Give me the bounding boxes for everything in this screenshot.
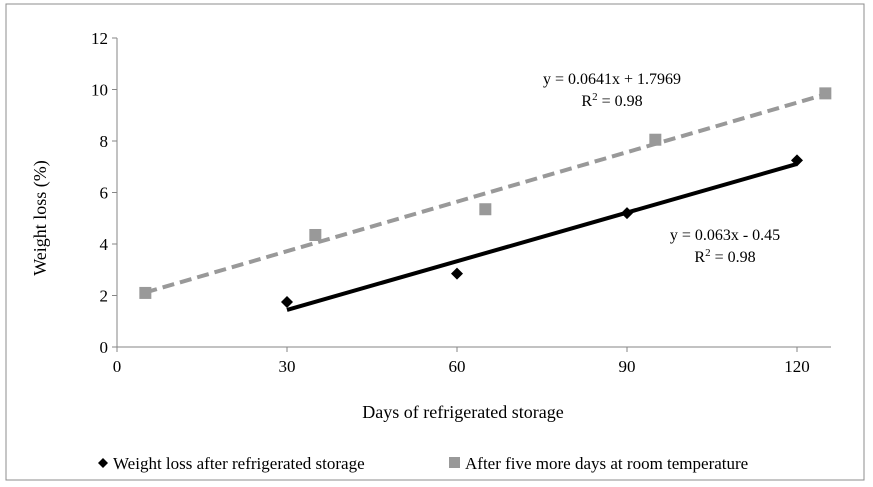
legend-item-refrigerated: Weight loss after refrigerated storage <box>98 454 365 473</box>
chart-border <box>5 3 865 481</box>
legend-label: After five more days at room temperature <box>465 454 748 473</box>
x-tick-label: 90 <box>619 357 636 376</box>
r-squared-text: R2 = 0.98 <box>581 91 642 110</box>
y-axis-title: Weight loss (%) <box>30 160 51 276</box>
data-point-square <box>309 228 322 241</box>
trendline-series-0 <box>286 161 798 312</box>
data-point-diamond <box>451 267 463 280</box>
y-tick-label: 8 <box>100 132 109 151</box>
equation-annotation-room-temp: y = 0.0641x + 1.7969 R2 = 0.98 <box>543 71 681 110</box>
y-tick-label: 12 <box>91 29 108 48</box>
y-tick-label: 2 <box>100 287 109 306</box>
y-axis-ticks: 0 2 4 6 8 10 12 <box>91 29 117 357</box>
legend-label: Weight loss after refrigerated storage <box>113 454 365 473</box>
r-squared-text: R2 = 0.98 <box>694 247 755 266</box>
x-axis-ticks: 0 30 60 90 120 <box>113 347 810 376</box>
x-tick-label: 60 <box>449 357 466 376</box>
data-point-square <box>139 286 152 299</box>
legend: Weight loss after refrigerated storage A… <box>98 454 748 473</box>
equation-annotation-refrigerated: y = 0.063x - 0.45 R2 = 0.98 <box>670 227 780 266</box>
trendlines <box>144 92 826 312</box>
x-tick-label: 0 <box>113 357 122 376</box>
equation-text: y = 0.0641x + 1.7969 <box>543 71 681 88</box>
data-markers <box>139 87 832 308</box>
x-axis-title: Days of refrigerated storage <box>362 402 563 422</box>
legend-diamond-marker <box>98 458 108 468</box>
data-point-diamond <box>791 154 803 167</box>
data-point-diamond <box>621 207 633 220</box>
y-tick-label: 4 <box>100 235 109 254</box>
y-tick-label: 6 <box>100 184 109 203</box>
x-tick-label: 120 <box>784 357 810 376</box>
data-point-square <box>649 133 662 146</box>
y-tick-label: 10 <box>91 81 108 100</box>
trendline-series-1 <box>144 92 826 295</box>
data-point-diamond <box>281 295 293 308</box>
x-tick-label: 30 <box>279 357 296 376</box>
equation-text: y = 0.063x - 0.45 <box>670 227 780 244</box>
y-tick-label: 0 <box>100 338 109 357</box>
data-point-square <box>819 87 832 100</box>
data-point-square <box>479 203 492 216</box>
legend-square-marker <box>449 457 460 468</box>
legend-item-room-temp: After five more days at room temperature <box>449 454 748 473</box>
